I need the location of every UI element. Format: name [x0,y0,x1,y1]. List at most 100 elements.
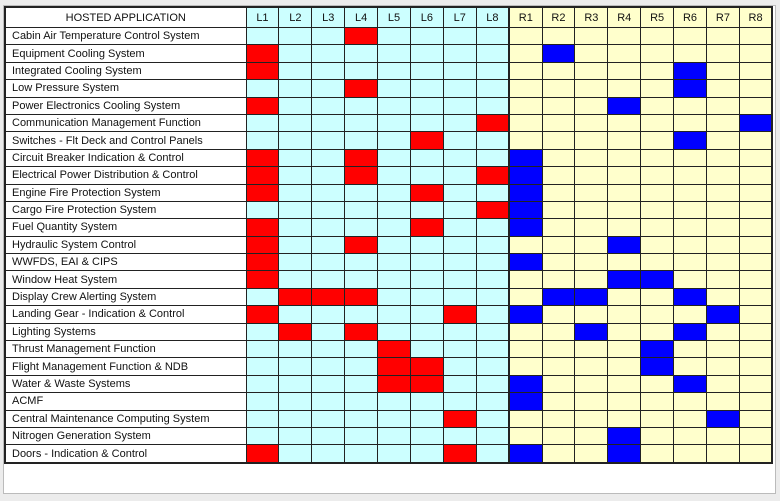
cell-r4 [607,253,642,272]
cell-r8 [738,374,773,394]
marked-cell-l4 [344,322,379,342]
column-header-l8: L8 [475,6,510,28]
cell-r6 [673,253,707,272]
marked-cell-r4 [607,235,642,255]
cell-r3 [574,218,609,237]
table-row: Communication Management Function [4,113,773,133]
marked-cell-r1 [508,305,543,324]
marked-cell-r8 [738,113,773,133]
cell-l5 [377,96,411,115]
cell-l2 [278,340,313,359]
cell-l4 [344,374,379,394]
cell-r2 [541,357,576,376]
cell-l3 [311,340,346,359]
cell-l6 [409,426,444,446]
cell-r6 [673,357,707,376]
marked-cell-r2 [541,287,576,307]
marked-cell-l1 [245,305,280,324]
cell-r4 [607,113,642,133]
cell-r3 [574,374,609,394]
cell-r1 [508,322,543,342]
marked-cell-l1 [245,235,280,255]
column-header-r1: R1 [508,6,543,28]
cell-l2 [278,44,313,63]
cell-r7 [705,340,740,359]
cell-r1 [508,340,543,359]
cell-r5 [640,61,675,81]
cell-r3 [574,340,609,359]
cell-r5 [640,183,675,202]
cell-l7 [442,26,477,46]
cell-l8 [475,374,510,394]
column-header-r5: R5 [640,6,675,28]
cell-r2 [541,79,576,98]
cell-l2 [278,392,313,411]
marked-cell-r1 [508,166,543,185]
table-row: Water & Waste Systems [4,374,773,394]
marked-cell-r4 [607,426,642,446]
cell-r8 [738,148,773,168]
cell-r6 [673,183,707,202]
cell-l8 [475,235,510,255]
marked-cell-l7 [442,444,477,464]
cell-l7 [442,287,477,307]
marked-cell-r3 [574,287,609,307]
cell-l6 [409,148,444,168]
column-header-l7: L7 [442,6,477,28]
cell-r8 [738,235,773,255]
cell-l6 [409,166,444,185]
marked-cell-l8 [475,166,510,185]
cell-r7 [705,444,740,464]
column-header-l2: L2 [278,6,313,28]
marked-cell-r6 [673,131,707,150]
cell-r7 [705,270,740,289]
cell-r3 [574,166,609,185]
cell-r5 [640,392,675,411]
cell-l1 [245,340,280,359]
cell-r4 [607,357,642,376]
application-name: Display Crew Alerting System [4,287,247,307]
cell-l6 [409,305,444,324]
cell-l6 [409,235,444,255]
cell-r1 [508,235,543,255]
cell-l8 [475,305,510,324]
cell-l3 [311,409,346,428]
cell-r2 [541,113,576,133]
marked-cell-r4 [607,444,642,464]
cell-r6 [673,305,707,324]
application-name: Power Electronics Cooling System [4,96,247,115]
marked-cell-l2 [278,287,313,307]
cell-r3 [574,131,609,150]
application-name: Cargo Fire Protection System [4,200,247,220]
cell-r4 [607,131,642,150]
cell-r7 [705,96,740,115]
table-row: Electrical Power Distribution & Control [4,166,773,185]
marked-cell-r1 [508,183,543,202]
application-name: Water & Waste Systems [4,374,247,394]
table-row: Lighting Systems [4,322,773,342]
application-name: Fuel Quantity System [4,218,247,237]
cell-l4 [344,131,379,150]
cell-r3 [574,200,609,220]
cell-l4 [344,357,379,376]
marked-cell-l4 [344,235,379,255]
marked-cell-l6 [409,357,444,376]
cell-r3 [574,26,609,46]
marked-cell-r4 [607,96,642,115]
cell-l4 [344,444,379,464]
marked-cell-l3 [311,287,346,307]
cell-r5 [640,253,675,272]
cell-l7 [442,131,477,150]
cell-l3 [311,392,346,411]
cell-r3 [574,270,609,289]
cell-l3 [311,96,346,115]
cell-r1 [508,96,543,115]
marked-cell-l8 [475,113,510,133]
cell-l7 [442,322,477,342]
cell-r5 [640,166,675,185]
column-header-r6: R6 [673,6,707,28]
cell-l5 [377,26,411,46]
cell-l3 [311,270,346,289]
cell-l1 [245,409,280,428]
marked-cell-l4 [344,26,379,46]
